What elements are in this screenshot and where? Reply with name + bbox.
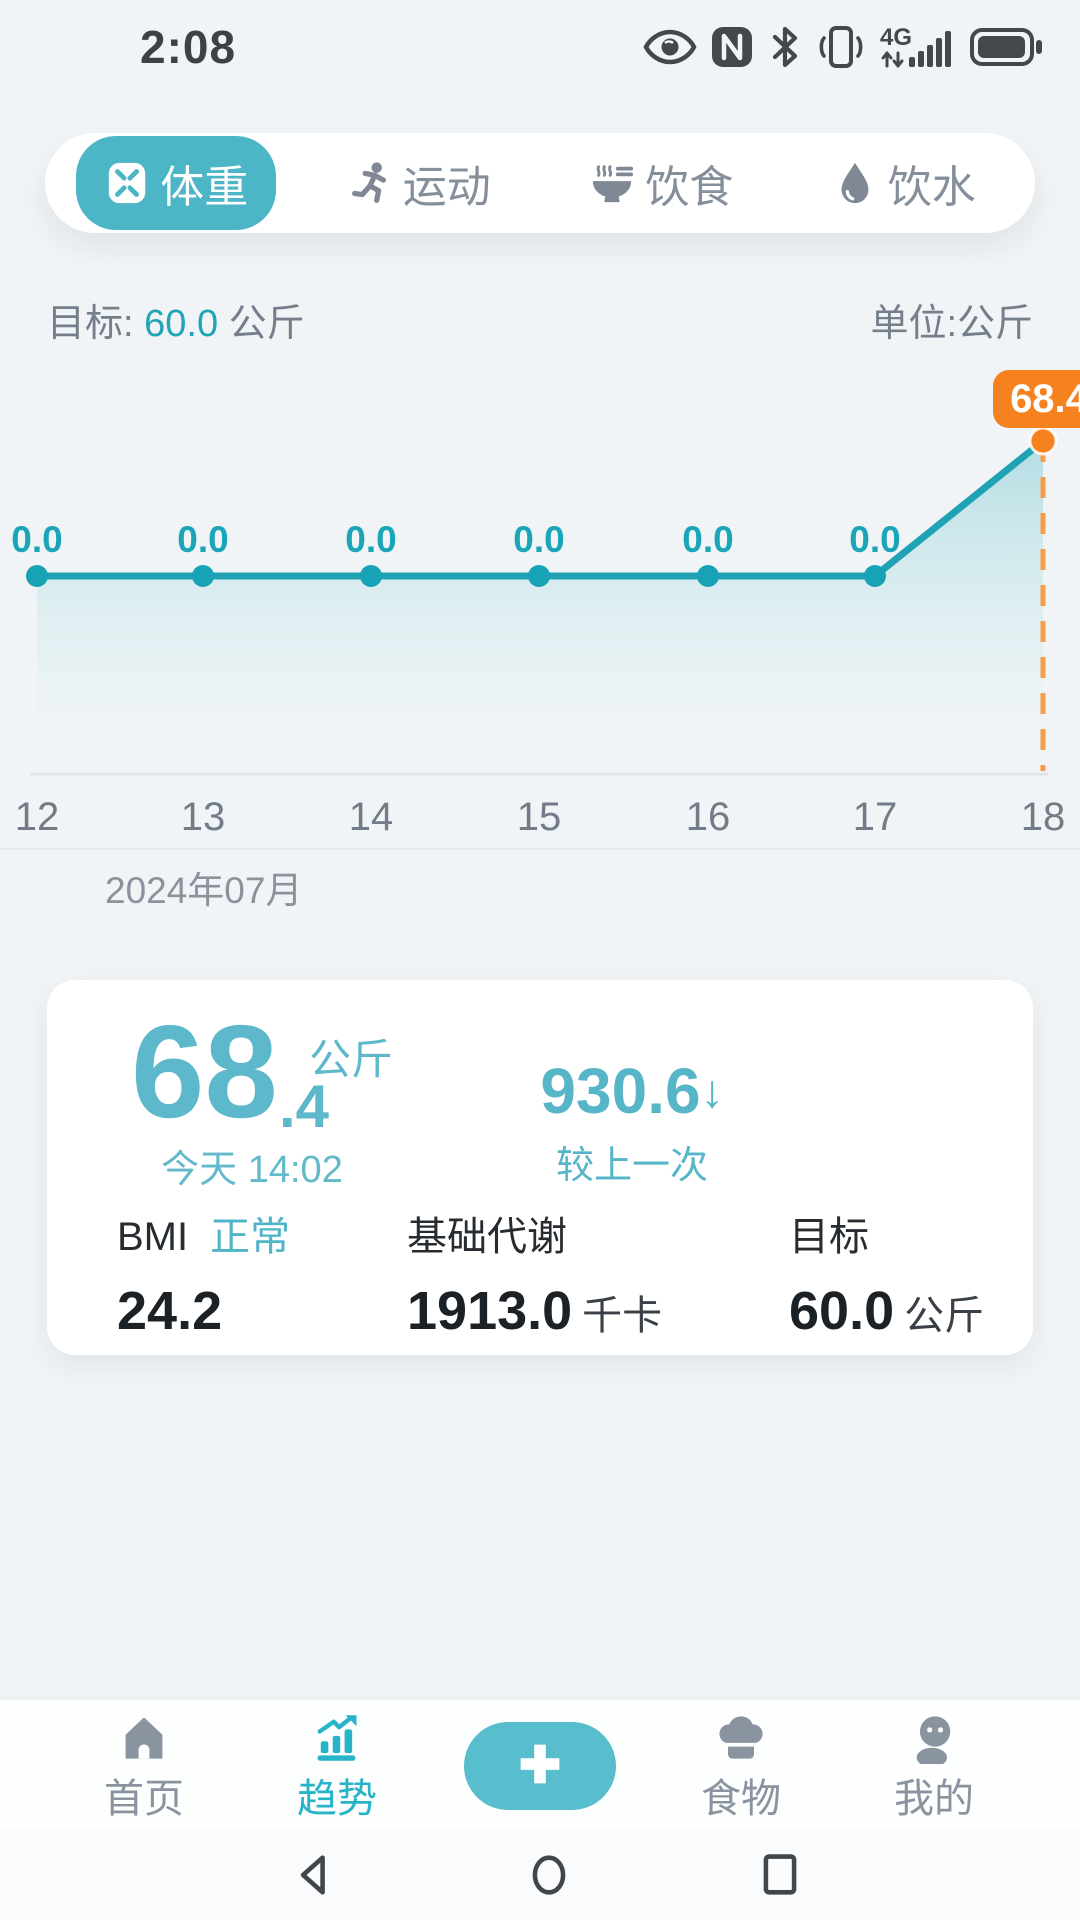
nfc-icon (710, 25, 754, 69)
tab-water[interactable]: 饮水 (783, 136, 1026, 230)
point-label: 0.0 (345, 519, 396, 560)
add-record-button[interactable] (464, 1722, 616, 1810)
chart-month-label: 2024年07月 (105, 870, 303, 911)
nav-profile-label: 我的 (894, 1777, 974, 1821)
svg-text:4G: 4G (880, 24, 912, 51)
scale-icon (104, 160, 150, 206)
status-bar: 2:08 (0, 18, 1080, 76)
category-tab-bar: 体重 运动 (45, 133, 1035, 233)
tab-exercise[interactable]: 运动 (298, 136, 541, 230)
value-badge-label: 68.4 (1010, 377, 1080, 421)
delta-block: 930.6↓ 较上一次 (447, 1056, 817, 1189)
water-drop-icon (832, 160, 878, 206)
plus-icon (509, 1733, 571, 1800)
point-label: 0.0 (513, 519, 564, 560)
data-point (192, 565, 214, 587)
metabolism-label: 基础代谢 (407, 1215, 567, 1259)
x-tick: 17 (852, 795, 898, 839)
bmi-value: 24.2 (117, 1281, 223, 1341)
vibrate-icon (816, 24, 866, 70)
tab-diet-label: 饮食 (645, 163, 734, 212)
data-point (864, 565, 886, 587)
metabolism-stat: 基础代谢 1913.0 千卡 (407, 1204, 662, 1342)
bmi-status-badge: 正常 (210, 1215, 291, 1259)
goal-row: 目标: 60.0 公斤 单位:公斤 (47, 292, 1033, 347)
arrow-down-icon: ↓ (700, 1065, 724, 1117)
home-icon (104, 1712, 184, 1764)
point-label: 0.0 (177, 519, 228, 560)
target-label: 目标 (789, 1215, 869, 1259)
x-tick: 14 (348, 795, 394, 839)
highlight-data-point (1028, 426, 1058, 456)
chef-hat-icon (701, 1712, 781, 1764)
divider (0, 848, 1080, 850)
point-label: 0.0 (849, 519, 900, 560)
x-tick: 12 (14, 795, 60, 839)
battery-icon (970, 26, 1044, 68)
weight-line-chart[interactable]: 0.0 0.0 0.0 0.0 0.0 0.0 68.4 (0, 340, 1080, 780)
data-point (360, 565, 382, 587)
runner-icon (347, 160, 393, 206)
bmi-label: BMI (117, 1215, 189, 1259)
bottom-nav-bar: 首页 趋势 (0, 1700, 1080, 1830)
value-badge (993, 370, 1080, 428)
target-value: 60.0 (789, 1281, 895, 1341)
delta-caption: 较上一次 (555, 1145, 708, 1188)
x-tick: 18 (1020, 795, 1066, 839)
data-point (528, 565, 550, 587)
metabolism-unit: 千卡 (582, 1294, 663, 1338)
profile-icon (894, 1712, 974, 1764)
current-weight-integer: 68 (131, 998, 278, 1145)
tab-water-label: 饮水 (887, 163, 976, 212)
point-label: 0.0 (682, 519, 733, 560)
goal-value: 60.0 (144, 303, 219, 345)
tab-diet[interactable]: 饮食 (540, 136, 783, 230)
data-point (26, 565, 48, 587)
bluetooth-icon (767, 24, 803, 70)
x-axis: 12 13 14 15 16 17 18 (0, 795, 1080, 843)
trend-chart-icon (297, 1712, 377, 1764)
android-nav-bar (0, 1830, 1080, 1920)
noodle-bowl-icon (589, 160, 635, 206)
goal-text: 目标: 60.0 公斤 (47, 303, 305, 345)
tab-exercise-label: 运动 (402, 163, 491, 212)
nav-trends-label: 趋势 (297, 1777, 377, 1821)
current-weight-decimal: .4 (279, 1073, 330, 1140)
unit-text: 单位:公斤 (870, 303, 1033, 345)
clock: 2:08 (140, 21, 237, 73)
delta-value: 930.6 (540, 1055, 701, 1127)
x-tick: 16 (685, 795, 731, 839)
android-back-button[interactable] (289, 1849, 341, 1906)
current-weight-unit: 公斤 (309, 1036, 394, 1083)
measure-time: 今天 14:02 (161, 1149, 343, 1191)
nav-profile[interactable]: 我的 (894, 1712, 974, 1824)
nav-food-label: 食物 (701, 1777, 781, 1821)
eye-comfort-icon (643, 26, 697, 68)
x-tick: 13 (180, 795, 226, 839)
android-recents-button[interactable] (754, 1849, 806, 1906)
x-tick: 15 (516, 795, 562, 839)
metabolism-value: 1913.0 (407, 1281, 573, 1341)
target-unit: 公斤 (904, 1294, 985, 1338)
android-home-button[interactable] (523, 1849, 575, 1906)
target-stat: 目标 60.0 公斤 (789, 1204, 984, 1342)
tab-weight[interactable]: 体重 (55, 136, 298, 230)
status-icons: 4G (643, 23, 1044, 71)
nav-trends[interactable]: 趋势 (297, 1712, 377, 1824)
weight-summary-card: 68 公斤 .4 今天 14:02 930.6↓ 较上一次 BMI 正常 24.2… (47, 980, 1033, 1355)
data-point (697, 565, 719, 587)
bmi-stat: BMI 正常 24.2 (117, 1204, 290, 1342)
nav-food[interactable]: 食物 (701, 1712, 781, 1824)
nav-home-label: 首页 (104, 1777, 184, 1821)
tab-weight-label: 体重 (160, 163, 249, 212)
nav-home[interactable]: 首页 (104, 1712, 184, 1824)
point-label: 0.0 (11, 519, 62, 560)
signal-4g-icon: 4G (879, 23, 957, 71)
